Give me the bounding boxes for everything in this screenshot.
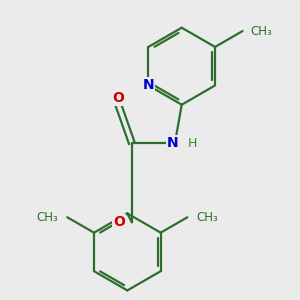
Text: O: O (112, 91, 124, 105)
Text: CH₃: CH₃ (251, 25, 272, 38)
Text: O: O (113, 215, 125, 230)
Text: N: N (142, 78, 154, 92)
Text: CH₃: CH₃ (37, 211, 58, 224)
Text: CH₃: CH₃ (196, 211, 218, 224)
Text: N: N (167, 136, 178, 150)
Text: H: H (188, 137, 197, 150)
